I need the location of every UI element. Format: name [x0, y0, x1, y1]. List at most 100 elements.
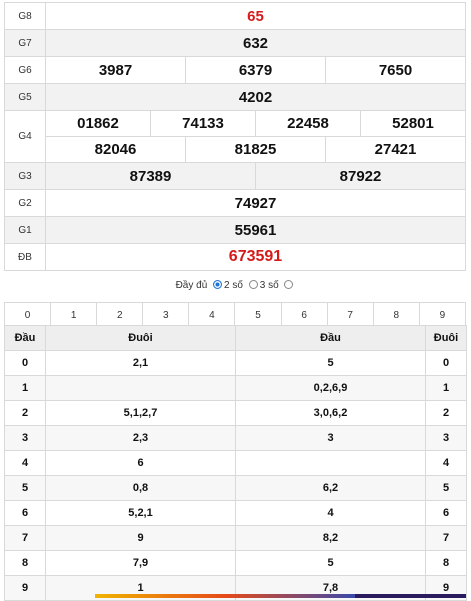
loto-header-row: Đầu Đuôi Đầu Đuôi [4, 325, 467, 351]
prize-label: G4 [4, 110, 46, 163]
prize-label: ĐB [4, 243, 46, 271]
loto-row: 1 0,2,6,9 1 [4, 375, 467, 401]
loto-tails: 6 [45, 450, 236, 476]
prize-number: 52801 [360, 110, 466, 137]
prize-row-g3: G3 87389 87922 [4, 162, 466, 190]
loto-head-digit: 2 [4, 400, 46, 426]
loto-tails: 2,3 [45, 425, 236, 451]
loto-tails: 5,2,1 [45, 500, 236, 526]
loto-tail-digit: 0 [425, 350, 467, 376]
loto-tail-digit: 5 [425, 475, 467, 501]
col-head-dau-right: Đầu [235, 325, 426, 351]
special-prize-number: 673591 [45, 243, 466, 271]
loto-tails: 2,1 [45, 350, 236, 376]
loto-heads: 5 [235, 550, 426, 576]
loto-head-digit: 8 [4, 550, 46, 576]
loto-tail-digit: 3 [425, 425, 467, 451]
prize-number: 65 [45, 2, 466, 30]
prize-label: G7 [4, 29, 46, 57]
loto-row: 8 7,9 5 8 [4, 550, 467, 576]
loto-row: 0 2,1 5 0 [4, 350, 467, 376]
prize-label: G6 [4, 56, 46, 84]
radio-full[interactable] [284, 280, 294, 289]
loto-tail-digit: 2 [425, 400, 467, 426]
loto-tail-digit: 4 [425, 450, 467, 476]
digit-button-0[interactable]: 0 [3, 302, 52, 328]
prize-label: G5 [4, 83, 46, 111]
loto-tails: 7,9 [45, 550, 236, 576]
digit-button-6[interactable]: 6 [280, 302, 328, 328]
loto-heads: 0,2,6,9 [235, 375, 426, 401]
loto-tail-digit: 1 [425, 375, 467, 401]
prize-row-g8: G8 65 [4, 2, 466, 30]
loto-row: 6 5,2,1 4 6 [4, 500, 467, 526]
loto-head-digit: 9 [4, 575, 46, 601]
radio-three-digits[interactable] [248, 280, 258, 289]
filter-three-label: 3 số [259, 280, 279, 291]
prize-row-db: ĐB 673591 [4, 243, 466, 271]
digit-button-1[interactable]: 1 [50, 302, 98, 328]
prize-number: 01862 [45, 110, 151, 137]
prize-label: G8 [4, 2, 46, 30]
prize-label: G1 [4, 216, 46, 244]
prize-label: G3 [4, 162, 46, 190]
loto-head-digit: 3 [4, 425, 46, 451]
loto-table: Đầu Đuôi Đầu Đuôi 0 2,1 5 0 1 0,2,6,9 1 2 5,1,2,… [4, 325, 467, 601]
loto-tail-digit: 8 [425, 550, 467, 576]
digit-button-5[interactable]: 5 [234, 302, 282, 328]
digit-button-3[interactable]: 3 [142, 302, 190, 328]
prize-label: G2 [4, 189, 46, 217]
ad-banner-edge [95, 594, 355, 598]
prize-number: 632 [45, 29, 466, 57]
prize-number: 87389 [45, 162, 256, 190]
display-filter: Đầy đủ 2 số 3 số [0, 280, 471, 291]
digit-button-4[interactable]: 4 [188, 302, 236, 328]
prize-number: 74133 [150, 110, 256, 137]
loto-head-digit: 4 [4, 450, 46, 476]
prize-number: 6379 [185, 56, 326, 84]
digit-button-2[interactable]: 2 [96, 302, 144, 328]
loto-tail-digit: 7 [425, 525, 467, 551]
loto-row: 3 2,3 3 3 [4, 425, 467, 451]
filter-two-label: 2 số [224, 280, 243, 291]
prize-number: 3987 [45, 56, 186, 84]
prize-row-g4-2: 82046 81825 27421 [5, 136, 466, 163]
prize-number: 81825 [185, 136, 326, 163]
loto-tails: 0,8 [45, 475, 236, 501]
loto-head-digit: 6 [4, 500, 46, 526]
col-head-dau: Đầu [4, 325, 46, 351]
prize-row-g4: G4 01862 74133 22458 52801 [4, 110, 466, 163]
loto-head-digit: 7 [4, 525, 46, 551]
col-head-duoi: Đuôi [45, 325, 236, 351]
digit-button-8[interactable]: 8 [372, 302, 420, 328]
prize-number: 55961 [45, 216, 466, 244]
prize-number: 27421 [325, 136, 466, 163]
prize-number: 82046 [45, 136, 186, 163]
filter-full-label: Đầy đủ [175, 280, 208, 291]
prize-row-g6: G6 3987 6379 7650 [4, 56, 466, 84]
prize-number: 74927 [45, 189, 466, 217]
loto-tails: 5,1,2,7 [45, 400, 236, 426]
digit-highlight-bar: 0 1 2 3 4 5 6 7 8 9 [3, 302, 467, 328]
radio-two-digits[interactable] [213, 280, 223, 289]
ad-banner-edge-dark [355, 594, 466, 598]
loto-heads: 6,2 [235, 475, 426, 501]
loto-heads: 3 [235, 425, 426, 451]
loto-head-digit: 0 [4, 350, 46, 376]
loto-row: 5 0,8 6,2 5 [4, 475, 467, 501]
loto-row: 7 9 8,2 7 [4, 525, 467, 551]
prize-number: 87922 [255, 162, 466, 190]
col-head-duoi-right: Đuôi [425, 325, 467, 351]
prize-number: 22458 [255, 110, 361, 137]
prize-row-g7: G7 632 [4, 29, 466, 57]
digit-button-7[interactable]: 7 [326, 302, 374, 328]
digit-button-9[interactable]: 9 [418, 302, 467, 328]
prize-row-g2: G2 74927 [4, 189, 466, 217]
prize-number: 4202 [45, 83, 466, 111]
loto-head-digit: 1 [4, 375, 46, 401]
loto-row: 2 5,1,2,7 3,0,6,2 2 [4, 400, 467, 426]
loto-head-digit: 5 [4, 475, 46, 501]
prize-row-g1: G1 55961 [4, 216, 466, 244]
loto-tail-digit: 6 [425, 500, 467, 526]
